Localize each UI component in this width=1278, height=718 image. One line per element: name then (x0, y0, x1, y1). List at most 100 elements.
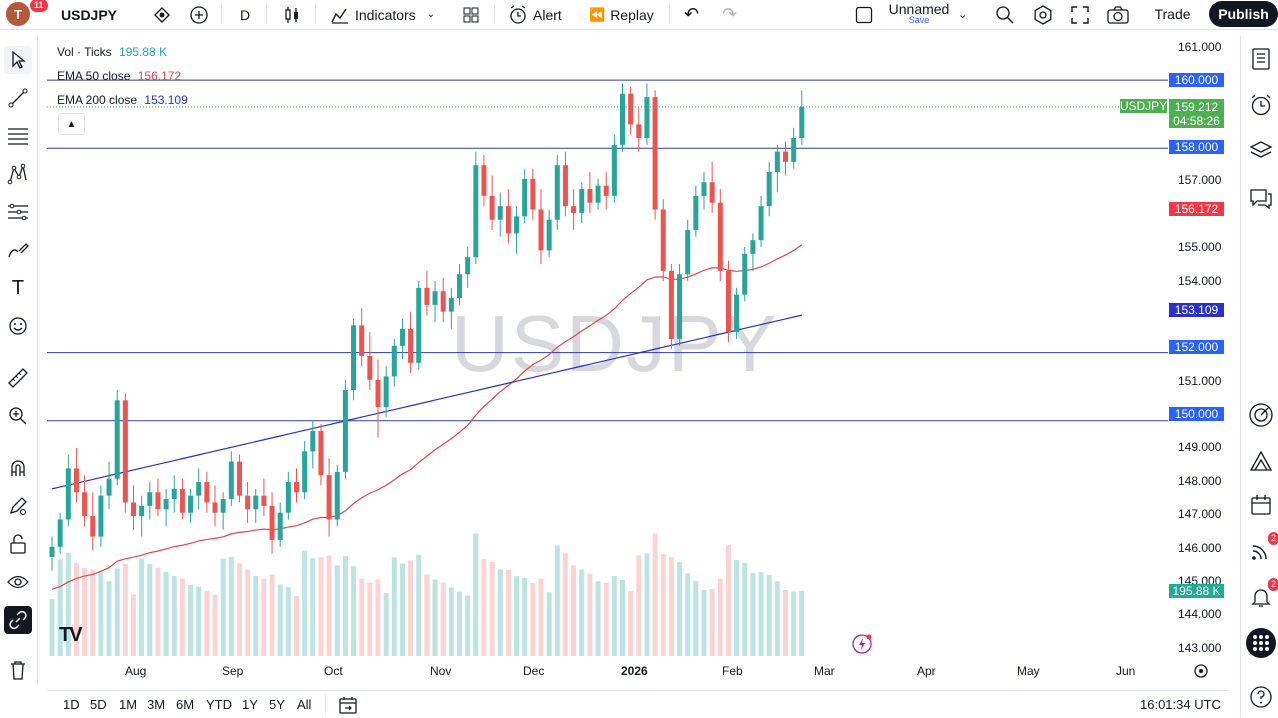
candle-body (228, 461, 234, 500)
candle-body (562, 165, 568, 207)
text-tool-icon[interactable]: T (11, 276, 25, 299)
fib-retracement-icon[interactable] (4, 122, 32, 150)
candle-body (734, 294, 740, 333)
zoom-in-icon[interactable] (4, 402, 32, 430)
volume-bar (579, 569, 585, 656)
link-icon[interactable] (4, 606, 32, 634)
volume-bar (326, 555, 332, 656)
trend-line-icon[interactable] (4, 84, 32, 112)
volume-bar (685, 573, 691, 656)
compare-flag-icon[interactable] (153, 0, 171, 29)
chat-icon[interactable] (1246, 184, 1276, 214)
replay-button[interactable]: ⏪ Replay (589, 0, 654, 29)
range-5d[interactable]: 5D (90, 697, 107, 712)
volume-bar (538, 578, 544, 656)
lightning-icon[interactable] (851, 633, 872, 654)
volume-bar (359, 578, 365, 656)
volume-legend[interactable]: Vol · Ticks 195.88 K (57, 45, 167, 59)
apps-grid-icon[interactable] (1246, 628, 1276, 658)
redo-icon[interactable]: ↷ (722, 4, 738, 24)
range-5y[interactable]: 5Y (269, 697, 285, 712)
top-toolbar: T 11 USDJPY D Indicators ⌄ Alert ⏪ Replay… (0, 0, 1278, 30)
undo-icon[interactable]: ↶ (684, 4, 700, 24)
last-price-value: 159.212 (1174, 99, 1219, 114)
ema200-legend[interactable]: EMA 200 close 153.109 (57, 93, 188, 107)
volume-bar (497, 569, 503, 656)
symbol-search-button[interactable]: USDJPY (61, 0, 117, 29)
price-axis[interactable]: 161.000 157.000 155.000 154.000 151.000 … (1168, 36, 1230, 656)
ideas-target-icon[interactable] (1246, 400, 1276, 430)
layouts-grid-icon[interactable] (462, 0, 480, 29)
range-1m[interactable]: 1M (119, 697, 138, 712)
range-1d[interactable]: 1D (63, 697, 80, 712)
utc-clock[interactable]: 16:01:34 UTC (1140, 697, 1221, 712)
time-axis[interactable]: Aug Sep Oct Nov Dec 2026 Feb Mar Apr May… (47, 657, 1228, 685)
alerts-clock-icon[interactable] (1246, 90, 1276, 120)
watchlist-icon[interactable] (1246, 44, 1276, 74)
brush-icon[interactable] (4, 236, 32, 264)
volume-bar (440, 582, 446, 656)
chart-pane[interactable]: USDJPY ▲ TV (47, 36, 1168, 656)
emoji-icon[interactable] (4, 312, 32, 340)
candle-body (399, 328, 405, 346)
time-tick: Dec (523, 664, 545, 678)
candle-body (546, 219, 552, 251)
eye-icon[interactable] (4, 568, 32, 596)
range-all[interactable]: All (297, 697, 312, 712)
volume-bar (147, 563, 153, 656)
trade-button[interactable]: Trade (1154, 6, 1191, 22)
alert-label: Alert (533, 6, 562, 23)
vol-label: Vol · Ticks (57, 45, 112, 59)
candle-body (709, 182, 715, 203)
candle-body (204, 482, 210, 503)
candle-body (554, 165, 560, 220)
pattern-icon[interactable] (4, 160, 32, 188)
trash-icon[interactable] (4, 656, 32, 684)
quick-search-icon[interactable] (995, 0, 1015, 29)
range-6m[interactable]: 6M (176, 697, 195, 712)
time-axis-settings-icon[interactable] (1193, 663, 1209, 682)
streams-icon[interactable]: 2 (1246, 532, 1278, 566)
magnet-icon[interactable] (4, 454, 32, 482)
alert-button[interactable]: Alert (508, 0, 562, 29)
help-icon[interactable] (1246, 682, 1276, 712)
ema50-legend[interactable]: EMA 50 close 156.172 (57, 69, 181, 83)
calendar-icon[interactable] (1246, 490, 1276, 520)
publish-button[interactable]: Publish (1209, 1, 1278, 27)
add-symbol-icon[interactable] (189, 0, 209, 29)
indicators-button[interactable]: Indicators ⌄ (330, 0, 435, 29)
lock-icon[interactable] (4, 530, 32, 558)
volume-bar (310, 558, 316, 656)
settings-gear-icon[interactable] (1033, 0, 1053, 29)
candles-icon[interactable] (283, 0, 301, 29)
collapse-legend-button[interactable]: ▲ (58, 113, 85, 135)
layout-name-button[interactable]: Unnamed Save (888, 1, 950, 25)
ema50-label: EMA 50 close (57, 69, 131, 83)
interval-button[interactable]: D (240, 0, 250, 29)
volume-bar (245, 569, 251, 656)
forecasting-icon[interactable] (4, 198, 32, 226)
layout-chevron-down-icon[interactable]: ⌄ (958, 9, 968, 21)
notifications-badge: 2 (1268, 578, 1278, 591)
range-1y[interactable]: 1Y (242, 697, 258, 712)
cursor-icon[interactable] (4, 46, 32, 74)
candle-body (440, 291, 446, 312)
notifications-bell-icon[interactable]: 2 (1246, 578, 1278, 612)
volume-bar (693, 581, 699, 656)
fullscreen-icon[interactable] (1071, 0, 1089, 29)
range-ytd[interactable]: YTD (206, 697, 232, 712)
candle-body (351, 325, 357, 391)
user-avatar[interactable]: T 11 (6, 0, 48, 26)
layout-checkbox-icon[interactable] (855, 0, 873, 29)
candle-body (285, 482, 291, 513)
go-to-date-icon[interactable] (338, 695, 358, 718)
snapshot-camera-icon[interactable] (1107, 0, 1129, 29)
stay-in-drawing-icon[interactable] (4, 492, 32, 520)
ruler-icon[interactable] (4, 364, 32, 392)
range-3m[interactable]: 3M (147, 697, 166, 712)
candle-body (310, 430, 316, 452)
volume-bar (408, 560, 414, 656)
pine-editor-icon[interactable] (1246, 446, 1276, 476)
object-tree-icon[interactable] (1246, 136, 1276, 166)
volume-bar (611, 576, 617, 656)
